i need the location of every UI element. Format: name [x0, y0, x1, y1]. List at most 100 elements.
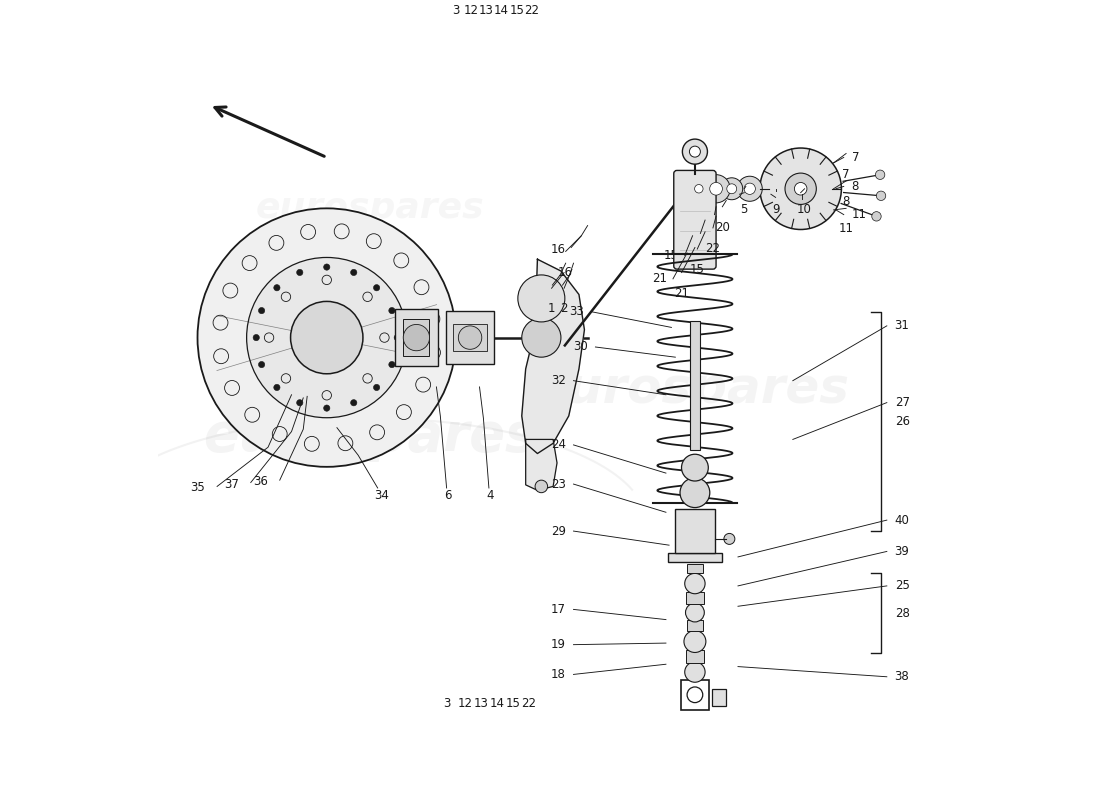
FancyBboxPatch shape	[690, 321, 700, 450]
Text: 9: 9	[779, 188, 786, 201]
Text: 15: 15	[663, 249, 679, 262]
Circle shape	[684, 662, 705, 682]
Circle shape	[351, 400, 356, 406]
FancyBboxPatch shape	[674, 170, 716, 269]
Circle shape	[688, 687, 703, 702]
Circle shape	[876, 170, 884, 179]
Circle shape	[459, 326, 482, 350]
Circle shape	[274, 384, 280, 390]
Circle shape	[785, 173, 816, 205]
Text: 5: 5	[726, 188, 734, 201]
Circle shape	[374, 285, 379, 291]
Circle shape	[404, 325, 430, 350]
Circle shape	[518, 275, 564, 322]
Circle shape	[323, 405, 330, 411]
Circle shape	[680, 478, 710, 507]
FancyBboxPatch shape	[712, 689, 726, 706]
Circle shape	[258, 362, 265, 368]
Text: 13: 13	[474, 697, 488, 710]
Circle shape	[690, 179, 708, 198]
Circle shape	[323, 264, 330, 270]
Text: 2: 2	[560, 302, 568, 315]
FancyBboxPatch shape	[686, 592, 704, 604]
FancyBboxPatch shape	[453, 324, 487, 351]
Text: 16: 16	[558, 266, 573, 278]
Circle shape	[737, 176, 762, 202]
Text: 15: 15	[690, 263, 705, 276]
FancyBboxPatch shape	[669, 553, 722, 562]
FancyBboxPatch shape	[688, 564, 703, 574]
Text: 30: 30	[573, 341, 587, 354]
Circle shape	[388, 307, 395, 314]
Text: 37: 37	[224, 478, 239, 490]
Text: 7: 7	[851, 151, 859, 164]
Text: 1: 1	[539, 280, 547, 293]
Text: 26: 26	[894, 415, 910, 428]
Circle shape	[351, 270, 356, 275]
Text: 22: 22	[524, 4, 539, 17]
Text: 3: 3	[443, 697, 450, 710]
Circle shape	[198, 208, 456, 467]
Circle shape	[684, 630, 706, 653]
Circle shape	[535, 480, 548, 493]
Text: 2: 2	[560, 286, 568, 300]
Text: 3: 3	[452, 4, 460, 17]
Text: 8: 8	[851, 180, 859, 193]
Text: 29: 29	[551, 525, 565, 538]
FancyBboxPatch shape	[674, 509, 715, 553]
FancyBboxPatch shape	[446, 311, 494, 364]
Text: 22: 22	[679, 227, 694, 240]
Text: eurospares: eurospares	[255, 191, 484, 226]
Circle shape	[374, 384, 379, 390]
FancyBboxPatch shape	[395, 310, 438, 366]
Text: 25: 25	[894, 579, 910, 593]
Text: 33: 33	[569, 306, 584, 318]
Circle shape	[794, 182, 807, 195]
Circle shape	[702, 174, 730, 203]
Circle shape	[744, 183, 756, 194]
Text: 14: 14	[490, 697, 505, 710]
Text: 10: 10	[798, 203, 812, 216]
Text: 5: 5	[740, 203, 748, 216]
Circle shape	[684, 574, 705, 594]
Text: 19: 19	[551, 638, 565, 651]
Text: 6: 6	[444, 489, 452, 502]
Text: 35: 35	[190, 482, 206, 494]
FancyBboxPatch shape	[685, 650, 704, 662]
Text: 11: 11	[851, 208, 867, 221]
Text: 24: 24	[551, 438, 565, 451]
Text: 12: 12	[464, 4, 480, 17]
Circle shape	[521, 318, 561, 357]
Text: 4: 4	[486, 489, 494, 502]
Circle shape	[690, 146, 701, 157]
Circle shape	[258, 307, 265, 314]
FancyBboxPatch shape	[404, 318, 429, 356]
Circle shape	[720, 178, 742, 200]
Text: 21: 21	[674, 286, 689, 300]
Text: 32: 32	[551, 374, 565, 387]
Text: 7: 7	[843, 168, 850, 181]
Text: 17: 17	[551, 603, 565, 616]
Text: 23: 23	[551, 478, 565, 490]
Text: 31: 31	[894, 319, 910, 332]
Text: 38: 38	[894, 670, 910, 683]
Text: 28: 28	[894, 607, 910, 620]
Circle shape	[760, 148, 842, 230]
Text: eurospares: eurospares	[534, 365, 849, 413]
Circle shape	[290, 302, 363, 374]
Text: 11: 11	[838, 222, 854, 235]
Circle shape	[710, 182, 723, 195]
Text: 16: 16	[551, 242, 565, 255]
Text: 21: 21	[651, 272, 667, 286]
Circle shape	[297, 270, 302, 275]
Circle shape	[394, 334, 400, 341]
Circle shape	[724, 534, 735, 544]
Circle shape	[274, 285, 280, 291]
Circle shape	[727, 184, 737, 194]
Text: 1: 1	[548, 302, 556, 315]
Text: 15: 15	[506, 697, 520, 710]
Text: 18: 18	[551, 668, 565, 681]
Circle shape	[253, 334, 260, 341]
Text: 39: 39	[894, 545, 910, 558]
Text: 15: 15	[509, 4, 525, 17]
